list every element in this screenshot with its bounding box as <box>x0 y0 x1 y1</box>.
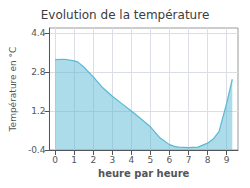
svg-text:5: 5 <box>148 155 154 165</box>
svg-text:2: 2 <box>90 155 96 165</box>
svg-text:heure par heure: heure par heure <box>98 168 189 179</box>
svg-text:9: 9 <box>224 155 230 165</box>
svg-text:4: 4 <box>128 155 134 165</box>
svg-text:8: 8 <box>205 155 211 165</box>
svg-text:2.8: 2.8 <box>31 67 46 77</box>
svg-text:0: 0 <box>52 155 58 165</box>
svg-text:1: 1 <box>71 155 77 165</box>
svg-text:-0.4: -0.4 <box>28 145 46 155</box>
svg-text:4.4: 4.4 <box>31 28 46 38</box>
svg-text:1.2: 1.2 <box>31 106 45 116</box>
svg-text:6: 6 <box>167 155 173 165</box>
svg-text:7: 7 <box>186 155 192 165</box>
svg-text:Evolution de la température: Evolution de la température <box>41 8 210 22</box>
svg-text:Température en °C: Température en °C <box>8 47 18 133</box>
svg-text:3: 3 <box>109 155 115 165</box>
